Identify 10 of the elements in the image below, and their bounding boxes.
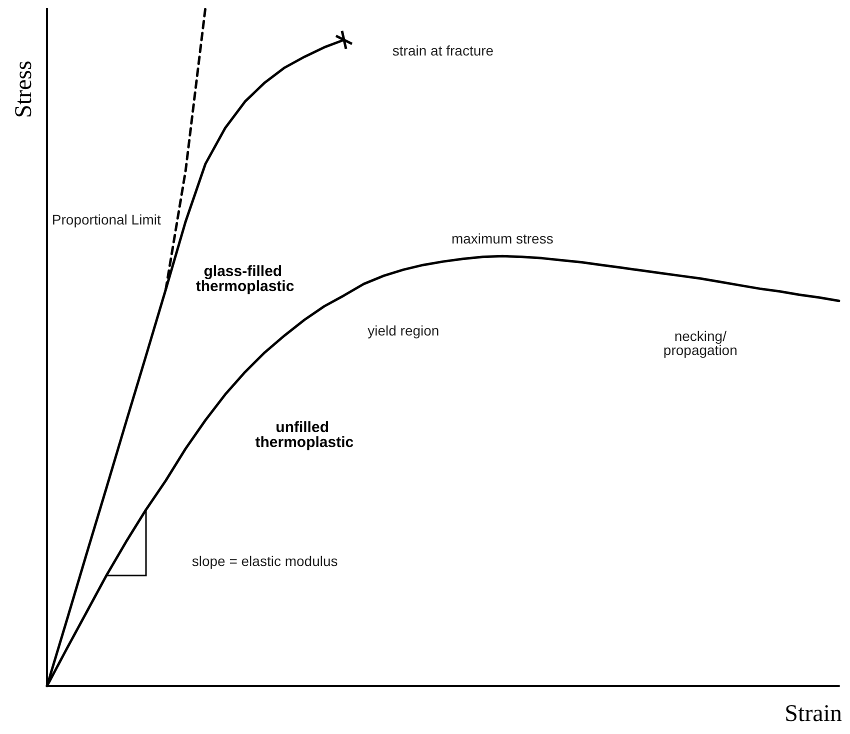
annotation: slope = elastic modulus: [192, 553, 338, 570]
annotation: strain at fracture: [392, 42, 494, 59]
y-axis-title: Stress: [11, 60, 37, 118]
annotation: Proportional Limit: [52, 212, 161, 228]
annotation: maximum stress: [451, 230, 554, 247]
annotation: necking/ propagation: [663, 328, 738, 358]
annotation: yield region: [368, 322, 440, 339]
text: unfilled thermoplastic: [255, 419, 354, 452]
series-label: glass-filled thermoplastic: [196, 263, 294, 296]
x-axis-title: Strain: [784, 701, 842, 727]
